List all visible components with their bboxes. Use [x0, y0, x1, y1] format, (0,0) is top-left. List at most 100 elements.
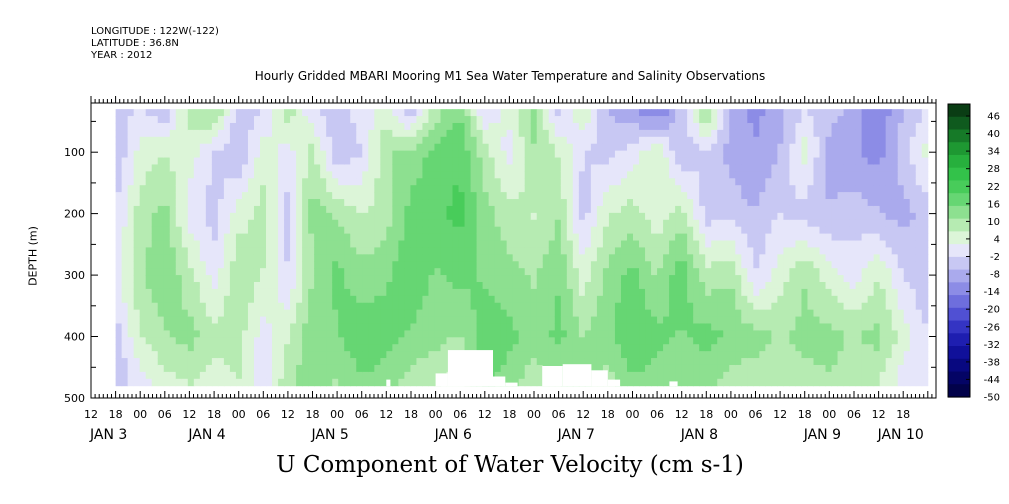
field-cell	[145, 116, 153, 124]
field-cell	[205, 171, 213, 179]
field-cell	[849, 219, 857, 228]
field-cell	[657, 351, 664, 359]
field-cell	[795, 358, 802, 366]
field-cell	[223, 330, 231, 338]
field-cell	[663, 247, 670, 255]
field-cell	[374, 157, 381, 165]
field-cell	[380, 205, 387, 214]
field-cell	[572, 247, 580, 255]
field-cell	[777, 351, 784, 359]
field-cell	[608, 164, 616, 172]
field-cell	[590, 192, 598, 200]
field-cell	[217, 288, 225, 297]
field-cell	[530, 247, 538, 255]
field-cell	[753, 268, 760, 276]
field-cell	[494, 316, 502, 324]
field-cell	[560, 150, 568, 159]
field-cell	[614, 212, 622, 221]
field-cell	[831, 109, 839, 117]
field-cell	[633, 233, 640, 242]
field-cell	[404, 358, 411, 366]
field-cell	[380, 122, 387, 131]
field-cell	[590, 330, 598, 338]
field-cell	[620, 143, 628, 152]
field-cell	[855, 295, 863, 304]
field-cell	[645, 143, 652, 152]
field-cell	[284, 116, 291, 124]
field-cell	[566, 219, 574, 228]
field-cell	[639, 295, 646, 304]
field-cell	[819, 116, 827, 124]
field-cell	[422, 364, 429, 373]
field-cell	[374, 122, 381, 131]
field-cell	[115, 205, 123, 214]
field-cell	[157, 358, 165, 366]
field-cell	[241, 199, 249, 207]
field-cell	[530, 212, 538, 221]
field-cell	[410, 192, 417, 200]
field-cell	[843, 371, 851, 380]
field-cell	[699, 129, 706, 138]
field-cell	[247, 129, 255, 138]
field-cell	[536, 261, 544, 269]
field-cell	[374, 178, 381, 186]
field-cell	[326, 143, 333, 152]
field-cell	[199, 371, 207, 380]
field-cell	[675, 226, 682, 235]
field-cell	[705, 136, 712, 145]
field-cell	[223, 185, 231, 193]
field-cell	[151, 295, 159, 304]
field-cell	[506, 247, 514, 255]
field-cell	[205, 157, 213, 165]
field-cell	[464, 178, 472, 186]
field-cell	[548, 254, 556, 262]
field-cell	[530, 351, 538, 359]
field-cell	[464, 295, 472, 304]
field-cell	[765, 185, 772, 193]
field-cell	[350, 199, 357, 207]
field-cell	[741, 275, 748, 283]
field-cell	[368, 254, 375, 262]
field-cell	[711, 288, 718, 297]
field-cell	[861, 122, 869, 131]
field-cell	[368, 212, 375, 221]
field-cell	[320, 150, 327, 159]
field-cell	[332, 330, 339, 338]
field-cell	[127, 192, 135, 200]
field-cell	[247, 371, 255, 380]
field-cell	[356, 226, 363, 235]
field-cell	[181, 150, 189, 159]
field-cell	[163, 212, 171, 221]
field-cell	[657, 185, 664, 193]
field-cell	[368, 136, 375, 145]
field-cell	[428, 157, 435, 165]
field-cell	[633, 275, 640, 283]
field-cell	[157, 316, 165, 324]
field-cell	[272, 199, 279, 207]
field-cell	[356, 309, 363, 318]
field-cell	[837, 254, 845, 262]
field-cell	[133, 171, 141, 179]
field-cell	[452, 344, 460, 352]
field-cell	[542, 282, 550, 290]
field-cell	[771, 109, 778, 117]
field-cell	[223, 143, 231, 152]
field-cell	[314, 136, 321, 145]
field-cell	[506, 282, 514, 290]
field-cell	[675, 185, 682, 193]
field-cell	[663, 212, 670, 221]
field-cell	[368, 247, 375, 255]
field-cell	[657, 371, 664, 380]
field-cell	[494, 302, 502, 311]
field-cell	[849, 371, 857, 380]
field-cell	[344, 268, 351, 276]
field-cell	[711, 316, 718, 324]
field-cell	[765, 344, 772, 352]
field-cell	[795, 116, 802, 124]
field-cell	[296, 378, 303, 387]
field-cell	[807, 295, 814, 304]
field-cell	[302, 233, 309, 242]
field-cell	[608, 240, 616, 248]
field-cell	[320, 122, 327, 131]
field-cell	[717, 143, 724, 152]
